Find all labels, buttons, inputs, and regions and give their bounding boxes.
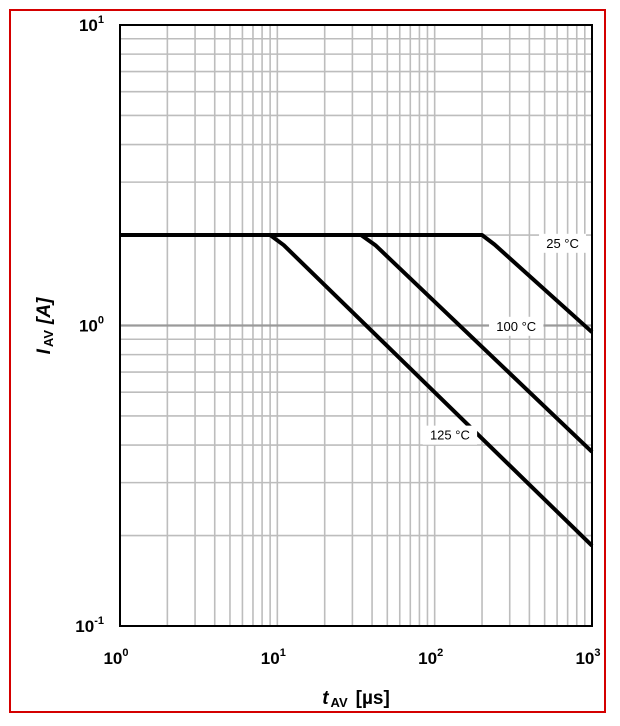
series-label-bg-1 (489, 316, 544, 336)
series-label-0: 25 °C (546, 236, 579, 251)
x-tick-label-3: 103 (575, 647, 600, 668)
x-axis-unit: [µs] (356, 688, 390, 709)
x-tick-labels: 100 101 102 103 (103, 647, 600, 668)
series-label-1: 100 °C (496, 319, 536, 334)
series-label-bg-0 (539, 233, 587, 253)
y-tick-labels: 10-1 100 101 (75, 14, 104, 636)
y-axis-title: IAV [A] (34, 297, 56, 354)
y-tick-label-2: 101 (79, 14, 104, 35)
y-axis-subscript: AV (41, 330, 56, 347)
y-tick-label-1: 100 (79, 315, 104, 336)
y-axis-symbol: I (34, 348, 55, 354)
series-labels: 25 °C 100 °C 125 °C (422, 233, 587, 445)
x-axis-subscript: AV (331, 695, 348, 710)
plot-border (119, 24, 593, 627)
series-label-bg-2 (422, 425, 478, 445)
x-tick-label-2: 102 (418, 647, 443, 668)
series-lines (120, 233, 594, 548)
series-label-2: 125 °C (430, 428, 470, 443)
chart-frame (9, 9, 606, 713)
grid (120, 25, 592, 626)
y-tick-label-0: 10-1 (75, 615, 104, 636)
x-tick-label-0: 100 (103, 647, 128, 668)
x-tick-label-1: 101 (261, 647, 286, 668)
y-axis-unit: [A] (34, 297, 55, 325)
x-axis-symbol: t (322, 688, 329, 709)
series-line-2 (120, 233, 594, 548)
x-axis-title: t AV [µs] (322, 688, 390, 710)
